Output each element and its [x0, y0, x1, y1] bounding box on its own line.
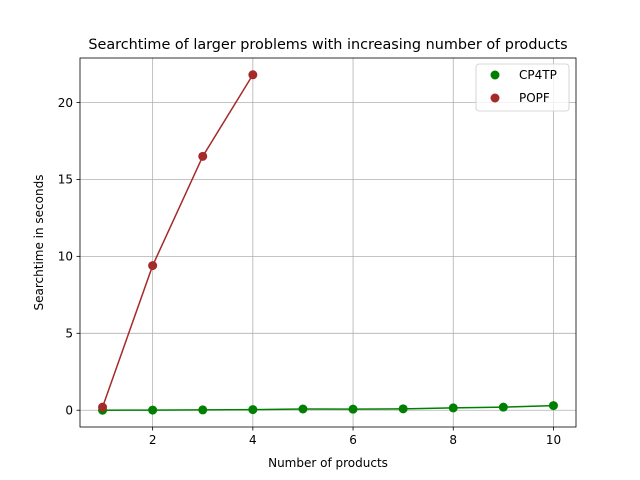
- x-tick-label: 2: [149, 433, 157, 447]
- legend-label-cp4tp: CP4TP: [519, 68, 557, 82]
- x-axis-ticks: 2 4 6 8 10: [149, 427, 561, 447]
- legend: CP4TP POPF: [475, 63, 570, 112]
- data-point-cp4tp: [398, 404, 408, 414]
- y-axis-ticks: 0 5 10 15 20: [58, 96, 80, 418]
- data-point-popf: [148, 261, 158, 271]
- plot-area: [80, 58, 576, 427]
- chart-title: Searchtime of larger problems with incre…: [88, 37, 567, 53]
- y-tick-label: 15: [58, 173, 73, 187]
- x-tick-label: 8: [449, 433, 457, 447]
- data-point-popf: [248, 70, 258, 80]
- data-point-cp4tp: [448, 403, 458, 413]
- series-line-cp4tp: [102, 404, 554, 411]
- x-axis-label: Number of products: [268, 456, 388, 470]
- series-line-popf: [101, 74, 254, 408]
- y-axis-label: Searchtime in seconds: [32, 175, 46, 311]
- y-tick-label: 20: [58, 96, 73, 110]
- y-tick-label: 10: [58, 250, 73, 264]
- data-point-cp4tp: [298, 404, 308, 414]
- data-point-popf: [98, 402, 108, 412]
- data-point-popf: [198, 151, 208, 161]
- series-popf: [98, 70, 258, 412]
- y-tick-label: 5: [65, 327, 73, 341]
- x-tick-label: 10: [546, 433, 561, 447]
- data-point-cp4tp: [198, 405, 208, 415]
- legend-label-popf: POPF: [519, 91, 550, 105]
- data-point-cp4tp: [498, 402, 508, 412]
- x-tick-label: 6: [349, 433, 357, 447]
- data-point-cp4tp: [348, 404, 358, 414]
- x-tick-label: 4: [249, 433, 257, 447]
- data-point-cp4tp: [248, 405, 258, 415]
- series-cp4tp: [98, 401, 558, 415]
- series-layer: [98, 70, 558, 415]
- y-tick-label: 0: [65, 404, 73, 418]
- plot-frame: [79, 57, 577, 428]
- legend-marker-popf: [490, 93, 500, 103]
- data-point-cp4tp: [548, 401, 558, 411]
- data-point-cp4tp: [148, 405, 158, 415]
- legend-marker-cp4tp: [490, 70, 500, 80]
